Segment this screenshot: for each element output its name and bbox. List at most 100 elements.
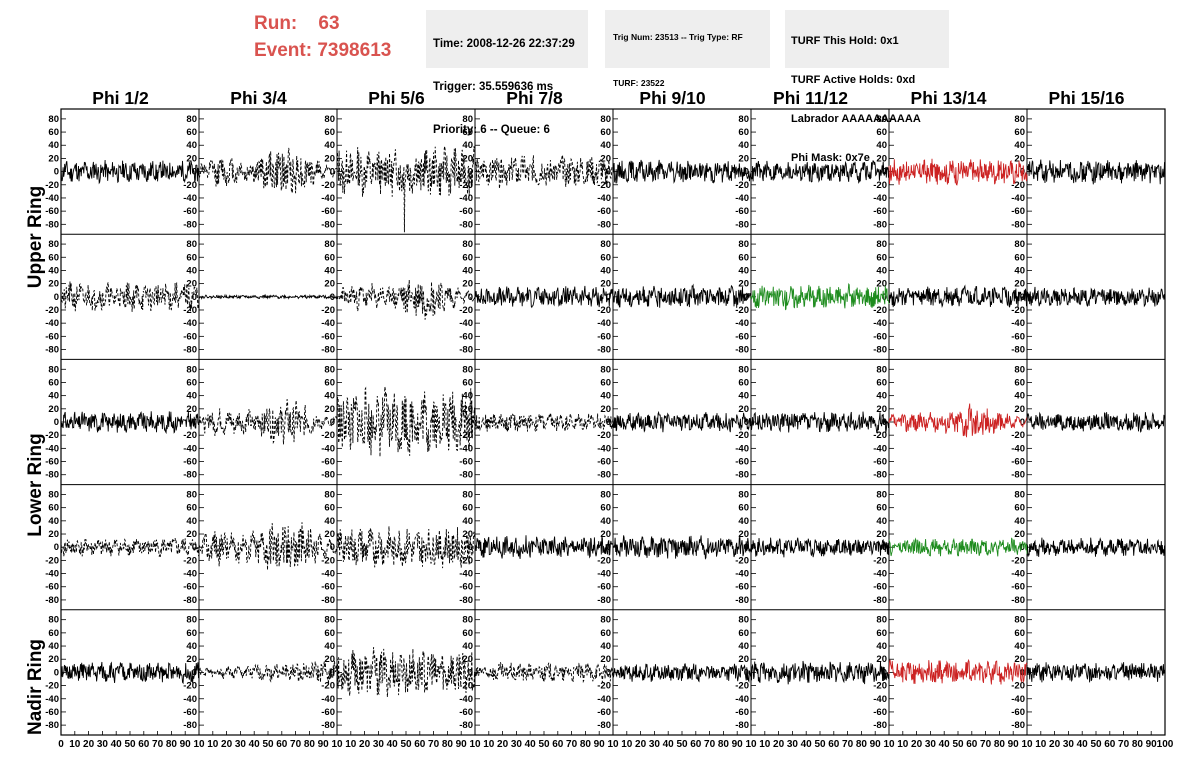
y-tick-label: 40 bbox=[738, 641, 749, 652]
y-tick-label: -80 bbox=[183, 470, 197, 481]
y-tick-label: -60 bbox=[1011, 457, 1025, 468]
y-tick-label: -20 bbox=[45, 430, 59, 441]
column-header-phi-5-6: Phi 5/6 bbox=[368, 88, 425, 108]
y-tick-label: 80 bbox=[186, 615, 197, 626]
y-tick-label: -60 bbox=[321, 331, 335, 342]
y-tick-label: 40 bbox=[600, 516, 611, 527]
waveform-row0-col3 bbox=[474, 154, 614, 189]
y-tick-label: -20 bbox=[735, 180, 749, 191]
y-tick-label: -60 bbox=[735, 582, 749, 593]
x-tick-label: 80 bbox=[1132, 739, 1144, 750]
y-tick-label: 40 bbox=[876, 641, 887, 652]
y-tick-label: -80 bbox=[873, 345, 887, 356]
y-tick-label: 20 bbox=[876, 153, 887, 164]
x-tick-label: 30 bbox=[649, 739, 661, 750]
y-tick-label: -20 bbox=[873, 430, 887, 441]
waveform-row4-col0 bbox=[60, 661, 200, 685]
waveform-row4-col1 bbox=[198, 660, 338, 685]
y-tick-label: -40 bbox=[183, 193, 197, 204]
x-tick-label: 70 bbox=[842, 739, 854, 750]
waveform-row2-col6 bbox=[888, 403, 1028, 438]
y-tick-label: 20 bbox=[186, 153, 197, 164]
y-tick-label: -40 bbox=[873, 193, 887, 204]
x-tick-label: 10 bbox=[69, 739, 81, 750]
y-tick-label: 80 bbox=[600, 239, 611, 250]
y-tick-label: -80 bbox=[45, 595, 59, 606]
y-tick-label: 20 bbox=[600, 279, 611, 290]
x-tick-label: 10 bbox=[621, 739, 633, 750]
x-tick-label: 60 bbox=[552, 739, 564, 750]
x-tick-label: 90 bbox=[1008, 739, 1020, 750]
y-tick-label: 80 bbox=[1014, 615, 1025, 626]
waveform-row0-col7 bbox=[1026, 159, 1166, 185]
y-tick-label: 80 bbox=[738, 615, 749, 626]
x-tick-label: 10 bbox=[897, 739, 909, 750]
y-tick-label: -60 bbox=[183, 457, 197, 468]
y-tick-label: 40 bbox=[876, 265, 887, 276]
column-header-phi-15-16: Phi 15/16 bbox=[1048, 88, 1125, 108]
turf-active-holds-text: TURF Active Holds: 0xd bbox=[791, 74, 916, 86]
y-tick-label: 40 bbox=[324, 140, 335, 151]
y-tick-label: -60 bbox=[597, 582, 611, 593]
y-tick-label: 80 bbox=[324, 239, 335, 250]
run-label: Run: bbox=[254, 13, 298, 34]
y-tick-label: -20 bbox=[45, 681, 59, 692]
y-tick-label: -40 bbox=[321, 569, 335, 580]
y-tick-label: -60 bbox=[45, 582, 59, 593]
y-tick-label: -40 bbox=[1011, 193, 1025, 204]
y-tick-label: -20 bbox=[597, 555, 611, 566]
y-tick-label: 40 bbox=[876, 140, 887, 151]
y-tick-label: 80 bbox=[876, 239, 887, 250]
y-tick-label: -40 bbox=[873, 694, 887, 705]
y-tick-label: 60 bbox=[48, 503, 59, 514]
x-tick-label: 30 bbox=[787, 739, 799, 750]
x-tick-label: 20 bbox=[911, 739, 923, 750]
y-tick-label: 60 bbox=[186, 377, 197, 388]
y-tick-label: 60 bbox=[186, 628, 197, 639]
y-tick-label: 60 bbox=[600, 628, 611, 639]
x-tick-label: 10 bbox=[483, 739, 495, 750]
y-tick-label: 40 bbox=[462, 140, 473, 151]
y-tick-label: 20 bbox=[600, 404, 611, 415]
y-tick-label: 60 bbox=[324, 377, 335, 388]
trig-num-text: Trig Num: 23513 -- Trig Type: RF bbox=[613, 32, 743, 42]
y-tick-label: -80 bbox=[597, 595, 611, 606]
y-tick-label: 80 bbox=[738, 489, 749, 500]
waveform-row0-col0 bbox=[60, 159, 200, 185]
waveform-row3-col2 bbox=[336, 526, 476, 569]
y-tick-label: 60 bbox=[738, 127, 749, 138]
x-tick-label: 80 bbox=[856, 739, 868, 750]
y-tick-label: -20 bbox=[1011, 681, 1025, 692]
y-tick-label: 60 bbox=[600, 503, 611, 514]
y-tick-label: 80 bbox=[48, 364, 59, 375]
y-tick-label: -80 bbox=[183, 219, 197, 230]
y-tick-label: -20 bbox=[459, 555, 473, 566]
waveform-row1-col0 bbox=[60, 281, 200, 312]
waveform-row3-col1 bbox=[198, 522, 338, 571]
y-tick-label: -20 bbox=[597, 681, 611, 692]
y-tick-label: 80 bbox=[324, 489, 335, 500]
y-tick-label: -80 bbox=[597, 345, 611, 356]
x-tick-label: 80 bbox=[994, 739, 1006, 750]
y-tick-label: -20 bbox=[597, 180, 611, 191]
y-tick-label: 0 bbox=[468, 417, 473, 428]
y-tick-label: 20 bbox=[1014, 153, 1025, 164]
y-tick-label: 40 bbox=[1014, 265, 1025, 276]
y-tick-label: 40 bbox=[48, 516, 59, 527]
y-tick-label: -40 bbox=[1011, 443, 1025, 454]
y-tick-label: 40 bbox=[324, 641, 335, 652]
waveform-row2-col2 bbox=[336, 386, 476, 457]
y-tick-label: 20 bbox=[324, 279, 335, 290]
x-tick-label: 60 bbox=[138, 739, 150, 750]
y-tick-label: 80 bbox=[1014, 364, 1025, 375]
waveform-row0-col1 bbox=[198, 147, 338, 194]
waveform-row0-col5 bbox=[750, 159, 890, 184]
y-tick-label: 60 bbox=[738, 252, 749, 263]
y-tick-label: 20 bbox=[186, 404, 197, 415]
column-header-phi-11-12: Phi 11/12 bbox=[773, 88, 848, 108]
y-tick-label: 20 bbox=[738, 404, 749, 415]
y-tick-label: 40 bbox=[1014, 140, 1025, 151]
event-label: Event: bbox=[254, 40, 313, 61]
column-header-phi-13-14: Phi 13/14 bbox=[910, 88, 987, 108]
event-value: 7398613 bbox=[317, 40, 392, 61]
